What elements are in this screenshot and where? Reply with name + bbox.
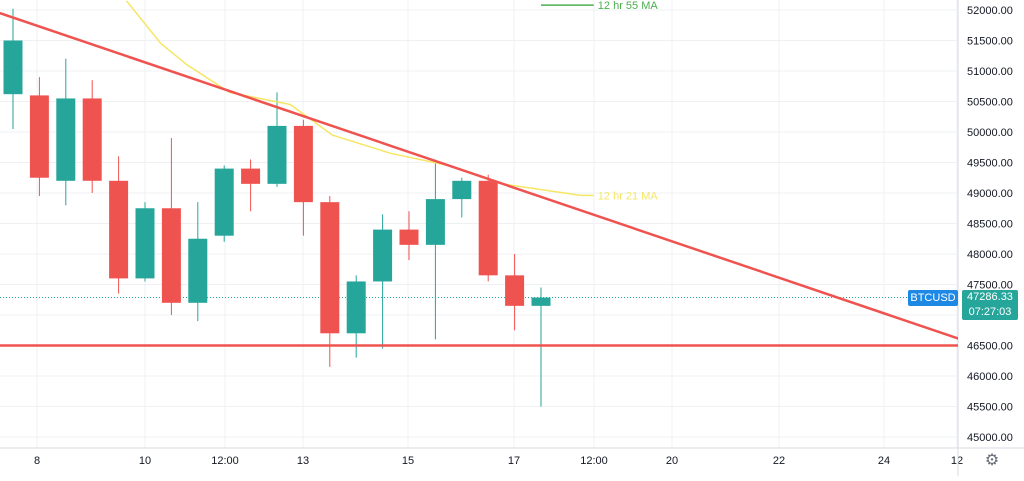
x-tick-label: 24 xyxy=(878,455,890,467)
candle-body-down xyxy=(109,180,129,279)
y-tick-label: 48500.00 xyxy=(967,219,1013,231)
candle-body-down xyxy=(293,125,313,203)
y-tick-label: 50500.00 xyxy=(967,97,1013,109)
candle-body-down xyxy=(399,229,419,245)
candle-body-down xyxy=(29,95,49,178)
y-tick-label: 45500.00 xyxy=(967,402,1013,414)
y-tick-label: 45000.00 xyxy=(967,432,1013,444)
candle-body-up xyxy=(346,281,366,334)
descending-trendline xyxy=(0,11,958,340)
ma-55-label: 12 hr 55 MA xyxy=(598,0,659,12)
last-price-label: 47286.33 xyxy=(967,291,1013,303)
y-tick-label: 50000.00 xyxy=(967,127,1013,139)
x-tick-label: 12 xyxy=(951,455,963,467)
x-tick-label: 10 xyxy=(139,455,151,467)
y-tick-label: 46000.00 xyxy=(967,371,1013,383)
x-tick-label: 17 xyxy=(508,455,520,467)
candle-body-up xyxy=(188,238,208,303)
candle-body-down xyxy=(478,180,498,276)
y-tick-label: 51000.00 xyxy=(967,66,1013,78)
ma-21-label: 12 hr 21 MA xyxy=(598,190,659,202)
x-tick-label: 22 xyxy=(773,455,785,467)
countdown-label: 07:27:03 xyxy=(968,306,1012,318)
candle-body-up xyxy=(135,208,155,279)
candle-body-down xyxy=(505,275,525,306)
x-tick-label: 12:00 xyxy=(211,455,239,467)
x-tick-label: 13 xyxy=(297,455,309,467)
y-tick-label: 46500.00 xyxy=(967,341,1013,353)
x-tick-label: 15 xyxy=(402,455,414,467)
candle-body-down xyxy=(241,168,261,184)
y-tick-label: 49000.00 xyxy=(967,188,1013,200)
candle-body-up xyxy=(531,297,551,306)
plot-area: 12 hr 21 MA 12 hr 55 MA xyxy=(0,0,958,407)
price-badge: 47286.33 07:27:03 xyxy=(962,290,1018,320)
x-tick-label: 8 xyxy=(34,455,40,467)
gear-icon[interactable]: ⚙ xyxy=(984,450,1000,469)
y-tick-label: 52000.00 xyxy=(967,5,1013,17)
x-tick-label: 12:00 xyxy=(580,455,608,467)
x-tick-label: 20 xyxy=(666,455,678,467)
y-tick-label: 47500.00 xyxy=(967,280,1013,292)
candle-body-up xyxy=(3,40,23,95)
candle-body-down xyxy=(82,98,102,181)
candle-body-up xyxy=(452,180,472,200)
symbol-label: BTCUSD xyxy=(910,292,956,304)
y-tick-label: 51500.00 xyxy=(967,36,1013,48)
ma-21-line xyxy=(125,0,594,197)
candle-body-up xyxy=(214,168,234,236)
candle-body-down xyxy=(320,202,340,334)
candle-body-up xyxy=(56,98,76,181)
candle-body-up xyxy=(373,229,393,282)
y-tick-label: 48000.00 xyxy=(967,249,1013,261)
candle-body-down xyxy=(161,208,181,303)
candle-body-up xyxy=(425,199,445,245)
candle-body-up xyxy=(267,125,287,184)
y-tick-label: 49500.00 xyxy=(967,158,1013,170)
symbol-badge: BTCUSD xyxy=(908,290,958,306)
